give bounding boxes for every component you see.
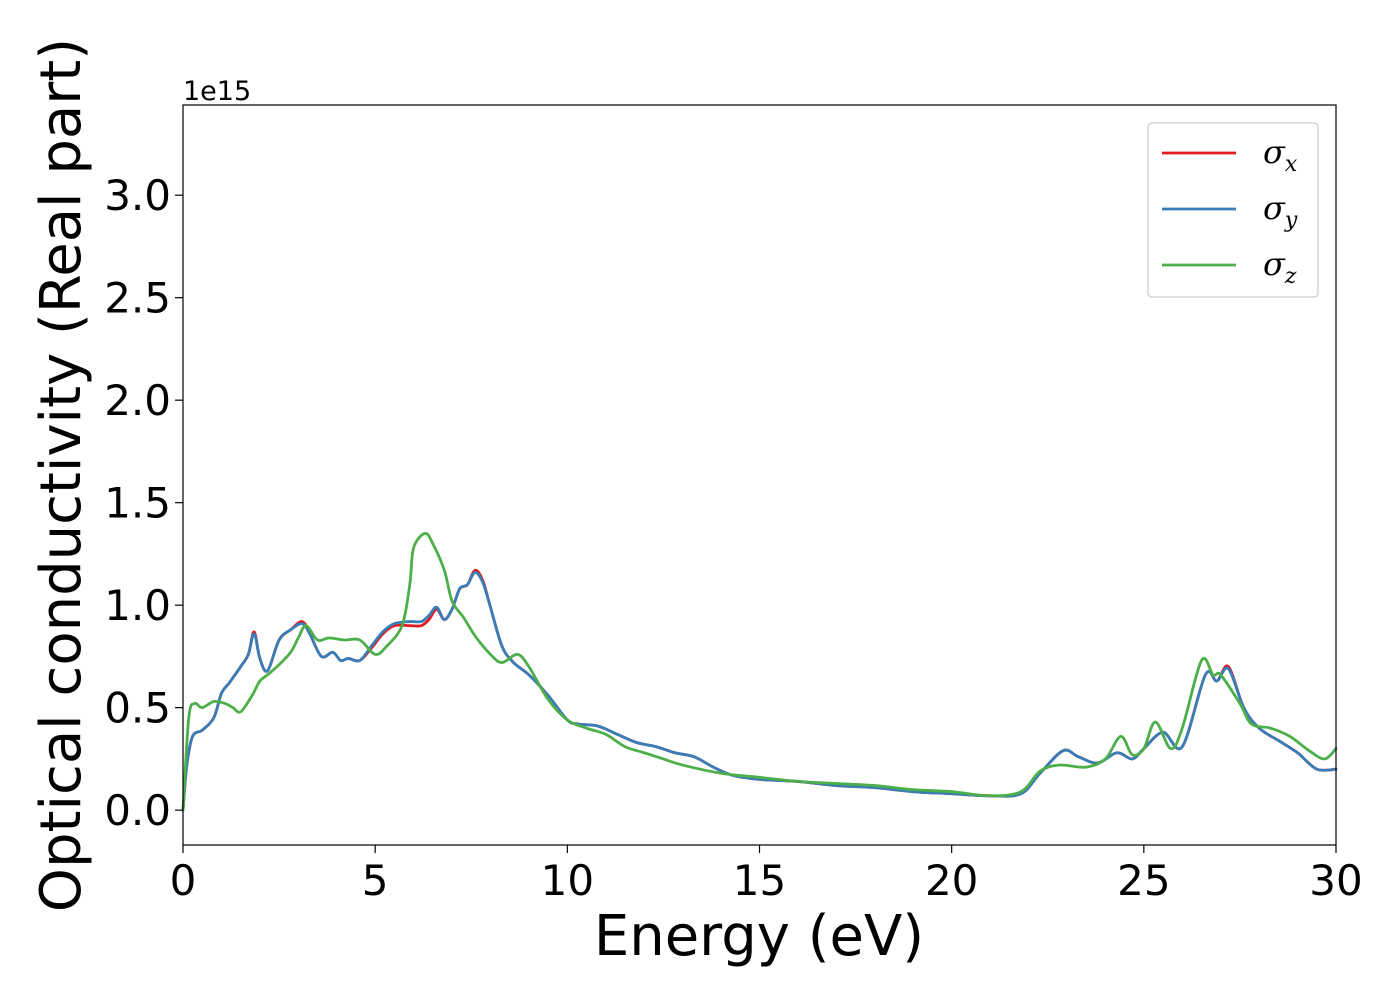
series-line-y (181, 570, 1338, 812)
y-tick-label: 2.0 (104, 376, 171, 425)
x-tick-label: 5 (362, 856, 389, 905)
y-offset-label: 1e15 (183, 76, 251, 107)
x-tick-label: 0 (170, 856, 197, 905)
x-tick-label: 20 (925, 856, 978, 905)
x-tick-label: 10 (541, 856, 594, 905)
x-axis-label: Energy (eV) (594, 904, 924, 969)
y-tick-label: 1.5 (104, 479, 171, 528)
y-axis-label: Optical conductivity (Real part) (29, 38, 94, 912)
y-tick-label: 0.0 (104, 786, 171, 835)
y-axis-ticks: 0.0 0.5 1.0 1.5 2.0 2.5 3.0 (104, 171, 183, 835)
series-line-x (181, 568, 1338, 812)
y-tick-label: 0.5 (104, 684, 171, 733)
x-tick-label: 30 (1309, 856, 1362, 905)
y-tick-label: 3.0 (104, 171, 171, 220)
x-tick-label: 25 (1117, 856, 1170, 905)
y-tick-label: 1.0 (104, 581, 171, 630)
x-tick-label: 15 (733, 856, 786, 905)
x-axis-ticks: 0 5 10 15 20 25 30 (170, 845, 1363, 905)
series-lines (181, 532, 1338, 812)
series-line-z (181, 532, 1338, 812)
y-tick-label: 2.5 (104, 274, 171, 323)
